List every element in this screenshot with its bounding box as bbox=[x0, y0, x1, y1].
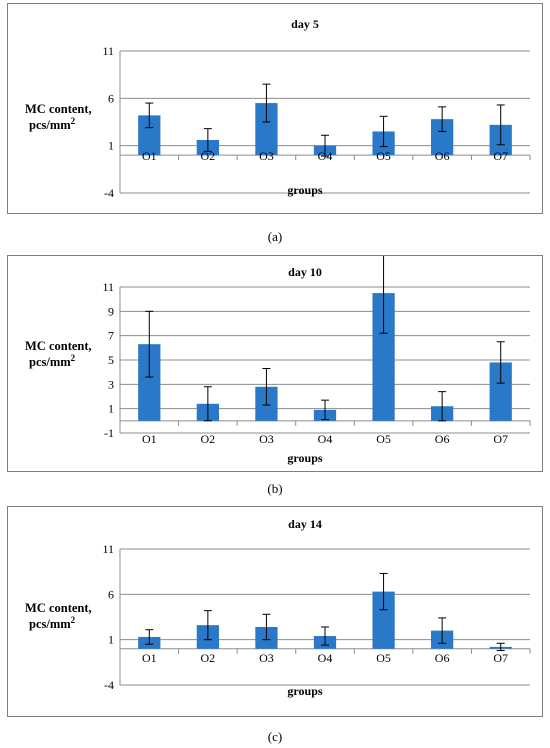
chart-a-y-tick-label: 11 bbox=[102, 44, 114, 58]
chart-c-y-axis-unit: pcs/mm2 bbox=[29, 615, 76, 631]
chart-a-error-bar-o1 bbox=[145, 102, 154, 129]
chart-b-svg: day 10 11 9 7 5 3 1 -1 O1 O2 O3 O4 O5 O6 O7 groups MC co… bbox=[25, 256, 531, 465]
chart-a-category-label: O4 bbox=[318, 149, 333, 163]
chart-a-bar-o3 bbox=[255, 103, 278, 156]
chart-a-y-axis-title: MC content, bbox=[25, 102, 92, 116]
chart-b-y-tick-label: 1 bbox=[108, 402, 114, 416]
caption-c: (c) bbox=[267, 729, 283, 744]
chart-c-category-label: O4 bbox=[318, 651, 333, 665]
chart-c-error-bar-o4 bbox=[321, 626, 329, 646]
chart-c-y-tick-label: -4 bbox=[104, 678, 114, 692]
chart-a-y-axis-unit: pcs/mm2 bbox=[29, 116, 76, 132]
chart-c-category-label: O6 bbox=[435, 651, 450, 665]
chart-panel-c: day 14 11 6 1 -4 O1 O2 O3 O4 O5 O6 O7 groups MC conte… bbox=[7, 506, 543, 717]
chart-c-error-bar-o2 bbox=[203, 610, 212, 641]
chart-a-category-label: O1 bbox=[142, 149, 157, 163]
chart-b-category-label: O1 bbox=[142, 432, 157, 446]
chart-a-bar-o1 bbox=[138, 115, 161, 156]
chart-c-x-axis-title: groups bbox=[287, 684, 322, 698]
chart-a-category-label: O5 bbox=[376, 149, 391, 163]
chart-c-error-bar-o3 bbox=[262, 613, 271, 641]
chart-b-category-label: O2 bbox=[201, 432, 216, 446]
chart-c-error-bar-o1 bbox=[145, 629, 154, 645]
chart-b-y-axis-unit: pcs/mm2 bbox=[29, 353, 76, 369]
chart-b-category-label: O3 bbox=[259, 432, 274, 446]
chart-c-y-tick-label: 6 bbox=[108, 587, 114, 601]
chart-b-y-tick-label: 5 bbox=[108, 353, 114, 367]
chart-a-category-label: O3 bbox=[259, 149, 274, 163]
chart-a-title: day 5 bbox=[291, 17, 319, 31]
chart-c-y-axis-title: MC content, bbox=[25, 601, 92, 615]
chart-a-y-tick-label: 6 bbox=[108, 91, 114, 105]
chart-c-error-bar-o5 bbox=[379, 572, 388, 611]
chart-c-category-label: O5 bbox=[376, 651, 391, 665]
chart-c-category-label: O2 bbox=[201, 651, 216, 665]
chart-b-error-bar-o5 bbox=[379, 256, 388, 334]
chart-c-y-tick-label: 11 bbox=[102, 542, 114, 556]
chart-b-x-axis-title: groups bbox=[287, 451, 322, 465]
chart-b-error-bar-o7 bbox=[496, 341, 505, 384]
chart-b-error-bar-o6 bbox=[438, 391, 447, 422]
caption-a: (a) bbox=[267, 229, 283, 244]
chart-panel-a: day 5 11 6 1 -4 O1 O2 O3 O4 O5 O6 O7 groups MC conten… bbox=[7, 3, 543, 214]
chart-b-category-label: O7 bbox=[493, 432, 508, 446]
chart-b-y-tick-label: 9 bbox=[108, 304, 114, 318]
chart-c-category-label: O3 bbox=[259, 651, 274, 665]
chart-b-y-tick-label: 11 bbox=[102, 280, 114, 294]
chart-a-x-axis-title: groups bbox=[287, 183, 322, 197]
chart-a-svg: day 5 11 6 1 -4 O1 O2 O3 O4 O5 O6 O7 groups MC conten… bbox=[25, 17, 531, 200]
chart-a-category-label: O6 bbox=[435, 149, 450, 163]
chart-b-title: day 10 bbox=[288, 265, 322, 279]
chart-b-bar-o7 bbox=[489, 362, 512, 421]
chart-b-y-tick-label: 7 bbox=[108, 329, 114, 343]
chart-b-y-tick-label: 3 bbox=[108, 377, 114, 391]
caption-b: (b) bbox=[267, 481, 283, 496]
chart-c-category-label: O7 bbox=[493, 651, 508, 665]
chart-b-bar-o5 bbox=[372, 293, 395, 421]
chart-b-error-bar-o3 bbox=[262, 368, 271, 406]
chart-c-y-tick-label: 1 bbox=[108, 633, 114, 647]
chart-panel-b: day 10 11 9 7 5 3 1 -1 O1 O2 O3 O4 O5 O6 O7 groups MC co… bbox=[7, 255, 543, 472]
chart-a-y-tick-label: -4 bbox=[104, 186, 114, 200]
chart-b-error-bar-o1 bbox=[145, 310, 154, 378]
chart-a-category-label: O7 bbox=[493, 149, 508, 163]
chart-a-error-bar-o4 bbox=[321, 134, 329, 157]
chart-a-y-tick-label: 1 bbox=[108, 139, 114, 153]
chart-c-category-label: O1 bbox=[142, 651, 157, 665]
chart-a-error-bar-o3 bbox=[262, 83, 271, 123]
chart-a-bar-o6 bbox=[431, 119, 454, 156]
chart-a-category-label: O2 bbox=[201, 149, 216, 163]
chart-b-error-bar-o4 bbox=[321, 399, 329, 421]
chart-a-error-bar-o2 bbox=[203, 128, 212, 152]
chart-b-error-bar-o2 bbox=[203, 386, 212, 422]
chart-a-error-bar-o5 bbox=[379, 115, 388, 148]
chart-c-svg: day 14 11 6 1 -4 O1 O2 O3 O4 O5 O6 O7 groups MC conte… bbox=[25, 517, 531, 698]
chart-b-y-axis-title: MC content, bbox=[25, 339, 92, 353]
chart-c-error-bar-o6 bbox=[438, 617, 447, 644]
chart-c-title: day 14 bbox=[288, 517, 322, 531]
chart-b-category-label: O4 bbox=[318, 432, 333, 446]
chart-a-error-bar-o7 bbox=[496, 104, 505, 146]
chart-b-category-label: O6 bbox=[435, 432, 450, 446]
chart-c-error-bar-o7 bbox=[496, 642, 505, 652]
chart-c-bar-o5 bbox=[372, 591, 395, 649]
chart-b-y-tick-label: -1 bbox=[104, 426, 114, 440]
chart-b-bar-o1 bbox=[138, 344, 161, 421]
chart-a-error-bar-o6 bbox=[438, 106, 447, 132]
chart-b-category-label: O5 bbox=[376, 432, 391, 446]
